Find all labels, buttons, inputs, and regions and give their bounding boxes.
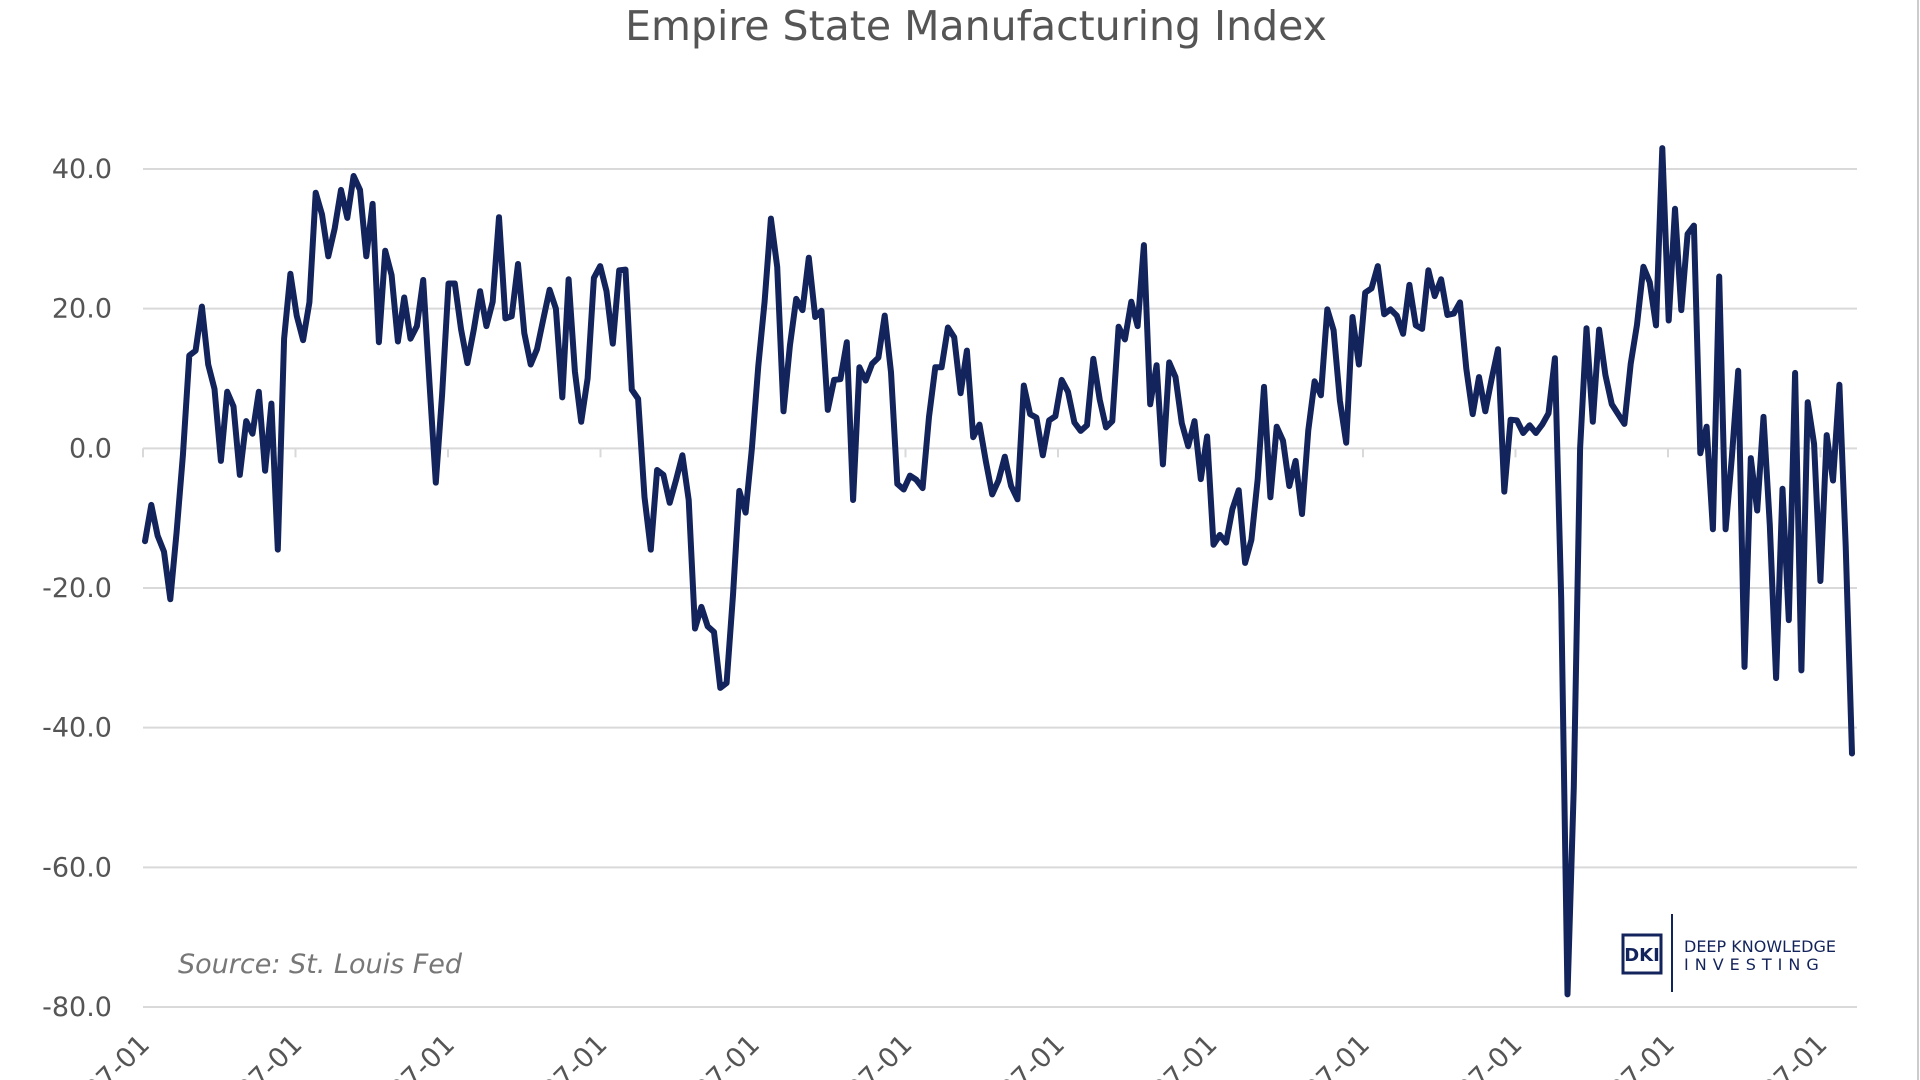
- brand-logo: DKI DEEP KNOWLEDGE INVESTING: [1621, 914, 1836, 992]
- series-layer: [142, 145, 1855, 998]
- logo-mark-box: [1621, 933, 1663, 975]
- logo-mark: DKI: [1624, 945, 1660, 966]
- x-tick-label: -07-01: [72, 1029, 156, 1080]
- y-tick-label: 40.0: [52, 154, 112, 185]
- x-tick-label: -07-01: [1749, 1029, 1833, 1080]
- x-tick-label: -07-01: [377, 1029, 461, 1080]
- y-tick-label: 20.0: [52, 294, 112, 325]
- x-tick-label: -07-01: [834, 1029, 918, 1080]
- x-tick-label: -07-01: [529, 1029, 613, 1080]
- source-note: Source: St. Louis Fed: [178, 949, 463, 980]
- logo-line-2: INVESTING: [1684, 955, 1825, 974]
- grid-lines: [143, 168, 1857, 1008]
- y-tick-label: -60.0: [42, 852, 112, 883]
- y-tick-label: -80.0: [42, 992, 112, 1023]
- x-tick-label: -07-01: [224, 1029, 308, 1080]
- x-tick-label: -07-01: [1597, 1029, 1681, 1080]
- y-tick-label: -40.0: [42, 713, 112, 744]
- y-tick-label: -20.0: [42, 573, 112, 604]
- chart-title: Empire State Manufacturing Index: [625, 2, 1327, 50]
- y-axis-ticks: 40.0 20.0 0.0 -20.0 -40.0 -60.0 -80.0: [42, 154, 112, 1023]
- y-tick-label: 0.0: [69, 433, 112, 464]
- x-tick-label: -07-01: [682, 1029, 766, 1080]
- x-tick-label: -07-01: [1444, 1029, 1528, 1080]
- x-tick-label: -07-01: [1292, 1029, 1376, 1080]
- x-axis-ticks: -07-01 -07-01 -07-01 -07-01 -07-01 -07-01 -07-…: [72, 1029, 1834, 1080]
- x-tick-label: -07-01: [1139, 1029, 1223, 1080]
- x-tick-label: -07-01: [987, 1029, 1071, 1080]
- series-line: [142, 145, 1855, 998]
- logo-line-1: DEEP KNOWLEDGE: [1684, 937, 1836, 956]
